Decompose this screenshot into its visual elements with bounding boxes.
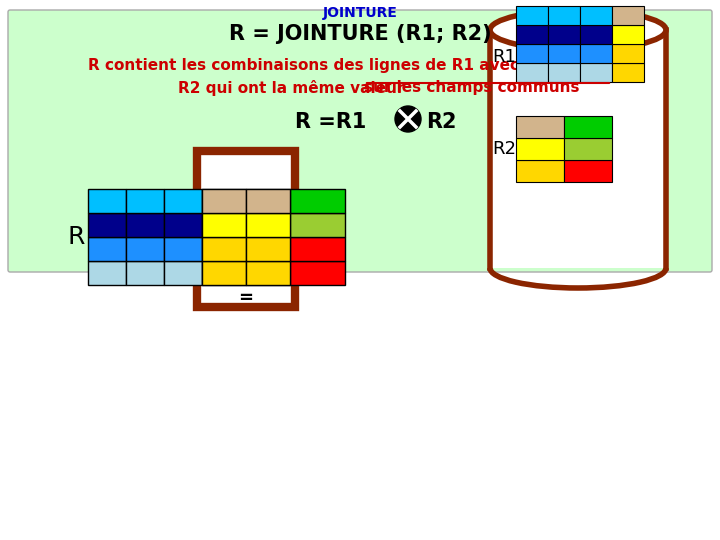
Bar	[580, 6, 612, 25]
Bar	[516, 63, 548, 82]
Bar	[580, 44, 612, 63]
Bar	[516, 25, 548, 44]
Text: R contient les combinaisons des lignes de R1 avec les lignes de: R contient les combinaisons des lignes d…	[88, 58, 632, 73]
Bar	[202, 261, 246, 285]
Bar	[197, 151, 295, 307]
Bar	[88, 237, 126, 261]
Bar	[564, 138, 612, 160]
Bar	[490, 30, 666, 268]
Bar	[246, 189, 290, 213]
Text: R = JOINTURE (R1; R2): R = JOINTURE (R1; R2)	[229, 24, 491, 44]
Bar	[126, 213, 164, 237]
Bar	[88, 213, 126, 237]
Bar	[126, 261, 164, 285]
Bar	[202, 189, 246, 213]
Bar	[516, 138, 564, 160]
Bar	[580, 63, 612, 82]
Bar	[246, 261, 290, 285]
Text: =: =	[238, 289, 253, 307]
Text: sur les champs communs: sur les champs communs	[364, 80, 580, 95]
Bar	[246, 261, 290, 285]
Bar	[88, 189, 126, 213]
Bar	[564, 160, 612, 182]
Bar	[548, 63, 580, 82]
Text: R: R	[68, 225, 86, 249]
Bar	[290, 261, 345, 285]
Bar	[246, 213, 290, 237]
Bar	[246, 189, 290, 213]
Bar	[246, 237, 290, 261]
Bar	[516, 44, 548, 63]
Bar	[612, 63, 644, 82]
Bar	[246, 213, 290, 237]
Bar	[548, 6, 580, 25]
Bar	[516, 160, 564, 182]
Ellipse shape	[490, 10, 666, 50]
Text: R2: R2	[492, 140, 516, 158]
Bar	[290, 237, 345, 261]
Bar	[202, 213, 246, 237]
Bar	[202, 189, 246, 213]
Bar	[126, 237, 164, 261]
Bar	[580, 25, 612, 44]
Text: JOINTURE: JOINTURE	[323, 6, 397, 20]
Bar	[516, 6, 548, 25]
Bar	[202, 237, 246, 261]
Bar	[246, 237, 290, 261]
Bar	[202, 261, 246, 285]
Bar	[612, 25, 644, 44]
Text: R2 qui ont la même valeur: R2 qui ont la même valeur	[178, 80, 410, 96]
Bar	[126, 189, 164, 213]
Bar	[516, 116, 564, 138]
Bar	[548, 44, 580, 63]
Bar	[164, 189, 202, 213]
FancyBboxPatch shape	[8, 10, 712, 272]
Bar	[164, 213, 202, 237]
Bar	[164, 261, 202, 285]
Text: R =R1: R =R1	[295, 112, 366, 132]
Bar	[612, 6, 644, 25]
Bar	[548, 25, 580, 44]
Bar	[564, 116, 612, 138]
Bar	[164, 237, 202, 261]
Bar	[612, 44, 644, 63]
Text: R1: R1	[492, 48, 516, 66]
Text: R2: R2	[426, 112, 456, 132]
Bar	[290, 213, 345, 237]
Bar	[290, 189, 345, 213]
Bar	[202, 237, 246, 261]
Bar	[88, 261, 126, 285]
Bar	[202, 213, 246, 237]
Circle shape	[395, 106, 421, 132]
